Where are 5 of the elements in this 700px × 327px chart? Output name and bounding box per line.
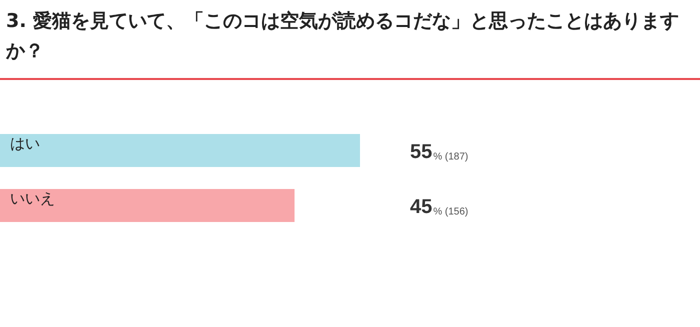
data-label: 45% (156) (410, 196, 468, 218)
y-tick-label: はい (10, 134, 40, 152)
y-tick-label: いいえ (10, 189, 55, 208)
data-label: 55% (187) (410, 141, 468, 164)
chart-title: 3. 愛猫を見ていて、「このコは空気が読めるコだな」と思ったことはありますか？ (0, 0, 700, 80)
